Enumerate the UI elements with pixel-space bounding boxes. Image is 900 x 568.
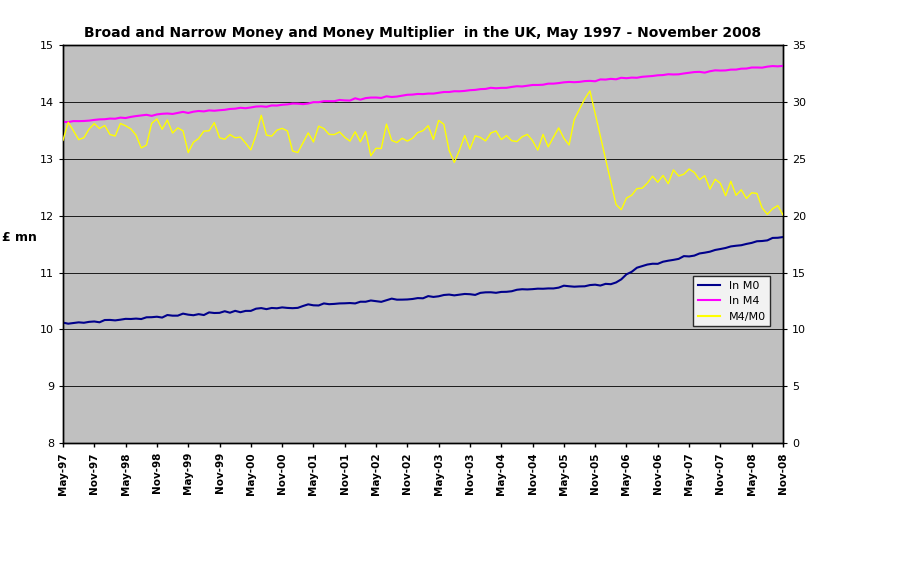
Legend: ln M0, ln M4, M4/M0: ln M0, ln M4, M4/M0 [693,276,770,326]
Title: Broad and Narrow Money and Money Multiplier  in the UK, May 1997 - November 2008: Broad and Narrow Money and Money Multipl… [85,26,761,40]
Y-axis label: £ mn: £ mn [2,231,37,244]
